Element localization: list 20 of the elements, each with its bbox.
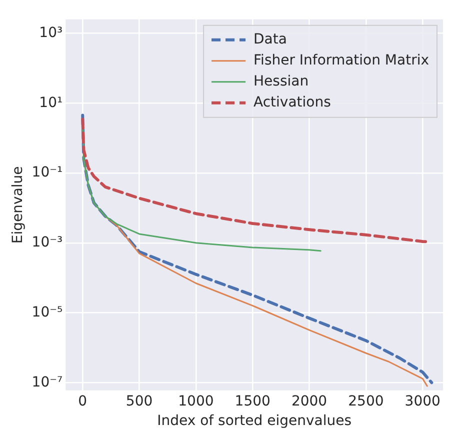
- legend-label: Hessian: [254, 74, 309, 90]
- x-tick-label: 500: [126, 393, 153, 410]
- y-tick-label: 10⁻³: [32, 234, 63, 251]
- y-tick-label: 10¹: [39, 94, 63, 111]
- x-tick-label: 1500: [234, 393, 270, 410]
- x-tick-label: 2500: [348, 393, 384, 410]
- x-tick-label: 2000: [291, 393, 328, 410]
- x-tick-label: 1000: [178, 393, 214, 410]
- x-tick-label: 0: [78, 393, 88, 410]
- legend-label: Data: [254, 32, 287, 48]
- y-tick-label: 10⁻⁷: [32, 374, 63, 390]
- x-axis-title: Index of sorted eigenvalues: [157, 413, 352, 430]
- legend-label: Fisher Information Matrix: [254, 52, 430, 69]
- legend-label: Activations: [254, 94, 331, 111]
- y-axis-title: Eigenvalue: [10, 166, 26, 244]
- y-tick-label: 10⁻⁵: [32, 304, 63, 320]
- y-tick-label: 10³: [39, 24, 63, 41]
- line-series: [81, 118, 430, 244]
- y-tick-label: 10⁻¹: [32, 164, 63, 181]
- x-tick-label: 3000: [404, 393, 440, 410]
